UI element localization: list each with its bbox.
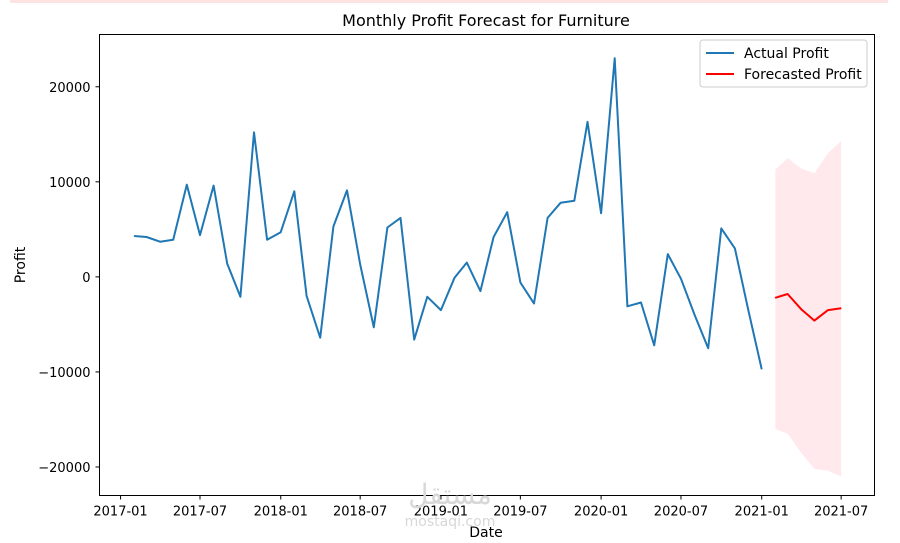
actual-point [413, 339, 415, 341]
actual-point [359, 264, 361, 265]
actual-point [547, 217, 549, 219]
forecast-profit-line [775, 293, 842, 322]
legend: Actual Profit Forecasted Profit [699, 39, 868, 88]
chart-title: Monthly Profit Forecast for Furniture [342, 11, 630, 30]
actual-point [400, 217, 401, 219]
actual-point [172, 239, 174, 241]
x-axis: 2017-01 2017-07 2018-01 2018-07 2019-01 2019-… [93, 495, 868, 520]
y-tick-label: 0 [82, 271, 90, 286]
actual-point [626, 305, 628, 307]
actual-point [319, 337, 321, 339]
x-tick-label: 2017-07 [173, 505, 227, 520]
actual-point [640, 302, 642, 303]
actual-point [159, 241, 161, 243]
actual-point [293, 190, 295, 192]
actual-point [386, 227, 388, 228]
actual-point [747, 308, 749, 310]
x-tick-label: 2019-07 [493, 505, 547, 520]
actual-point [667, 253, 669, 255]
lines-layer [133, 57, 842, 370]
y-tick-label: −20000 [38, 461, 90, 476]
watermark-latin: mostaqi.com [405, 514, 496, 530]
actual-point [146, 236, 147, 238]
actual-point [213, 185, 215, 187]
x-tick-label: 2020-01 [574, 505, 628, 520]
actual-point [440, 309, 442, 311]
y-axis: −20000 −10000 0 10000 20000 [38, 81, 100, 476]
actual-point [533, 303, 535, 304]
actual-point [600, 212, 602, 214]
actual-point [479, 290, 481, 292]
x-tick-label: 2021-01 [735, 505, 789, 520]
x-tick-label: 2018-01 [254, 505, 308, 520]
actual-point [199, 234, 201, 236]
y-tick-label: 20000 [49, 81, 90, 96]
actual-point [493, 236, 495, 238]
actual-point [720, 227, 722, 229]
actual-point [280, 231, 282, 233]
actual-point [519, 282, 521, 284]
y-tick-label: 10000 [49, 176, 90, 191]
actual-point [707, 347, 709, 349]
actual-point [239, 296, 241, 298]
actual-point [761, 368, 763, 370]
forecast-point [800, 308, 802, 310]
x-axis-title: Date [469, 525, 502, 541]
actual-point [186, 184, 188, 186]
confidence-band-layer [775, 141, 842, 477]
actual-point [587, 121, 588, 123]
forecast-point [840, 307, 842, 309]
actual-point [306, 295, 308, 297]
watermark: مستقل mostaqi.com [405, 480, 496, 530]
actual-point [226, 263, 228, 265]
forecast-point [774, 297, 776, 299]
x-tick-label: 2020-07 [654, 505, 708, 520]
actual-point [133, 235, 135, 237]
legend-box [699, 39, 868, 88]
watermark-arabic: مستقل [408, 480, 492, 511]
x-tick-label: 2021-07 [814, 505, 868, 520]
x-tick-label: 2019-01 [414, 505, 468, 520]
actual-point [426, 296, 428, 298]
actual-point [614, 57, 616, 59]
actual-point [560, 202, 562, 204]
y-axis-title: Profit [13, 246, 29, 283]
actual-point [253, 131, 255, 133]
actual-point [466, 262, 468, 264]
x-tick-label: 2017-01 [93, 505, 147, 520]
top-strip [10, 0, 888, 3]
actual-point [694, 314, 696, 316]
actual-point [373, 326, 375, 328]
actual-point [332, 226, 334, 227]
actual-point [506, 211, 508, 213]
x-tick-label: 2018-07 [333, 505, 387, 520]
y-tick-label: −10000 [38, 366, 90, 381]
actual-point [734, 247, 736, 249]
actual-point [653, 344, 655, 346]
plot-frame [99, 34, 875, 496]
actual-point [454, 277, 455, 279]
actual-point [680, 278, 682, 280]
actual-point [573, 200, 575, 202]
actual-point [346, 189, 348, 191]
actual-profit-line [134, 57, 763, 370]
forecast-point [827, 309, 829, 311]
forecast-point [813, 320, 815, 322]
confidence-band [775, 141, 842, 477]
actual-point [266, 239, 268, 241]
legend-forecast-label: Forecasted Profit [744, 67, 862, 83]
forecast-point [787, 293, 789, 295]
legend-actual-label: Actual Profit [744, 46, 829, 62]
